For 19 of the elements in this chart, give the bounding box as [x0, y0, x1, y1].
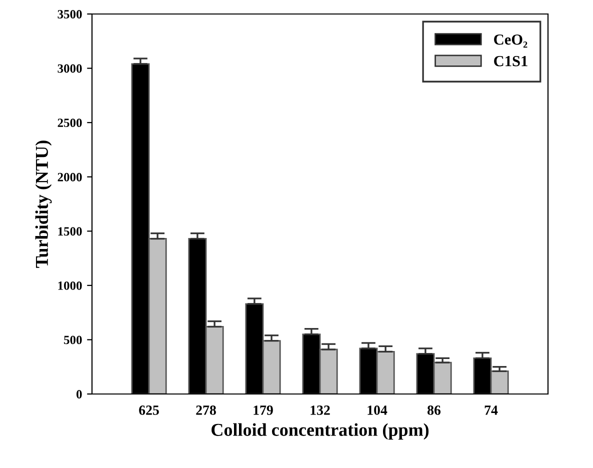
x-tick-label: 179	[254, 406, 273, 415]
x-tick-label: 132	[310, 406, 330, 415]
y-tick-label: 0	[76, 390, 82, 398]
legend-label: CeO₂	[494, 34, 528, 48]
y-tick-label: 2500	[58, 118, 82, 128]
y-tick-label: 1000	[58, 281, 82, 290]
x-tick-label: 74	[484, 406, 498, 415]
x-tick-label: 104	[368, 406, 388, 415]
x-tick-label: 625	[139, 406, 159, 415]
y-tick-label: 2000	[58, 172, 82, 182]
y-tick-label: 3000	[58, 64, 82, 73]
y-tick-label: 1500	[58, 227, 82, 236]
x-tick-label: 86	[428, 406, 441, 415]
legend-label: C1S1	[494, 56, 528, 66]
y-axis-title: Turbidity (NTU)	[35, 140, 52, 268]
y-tick-label: 3500	[58, 10, 82, 18]
x-tick-label: 278	[196, 406, 216, 415]
y-tick-label: 500	[64, 336, 82, 344]
x-axis-title: Colloid concentration (ppm)	[212, 423, 429, 440]
